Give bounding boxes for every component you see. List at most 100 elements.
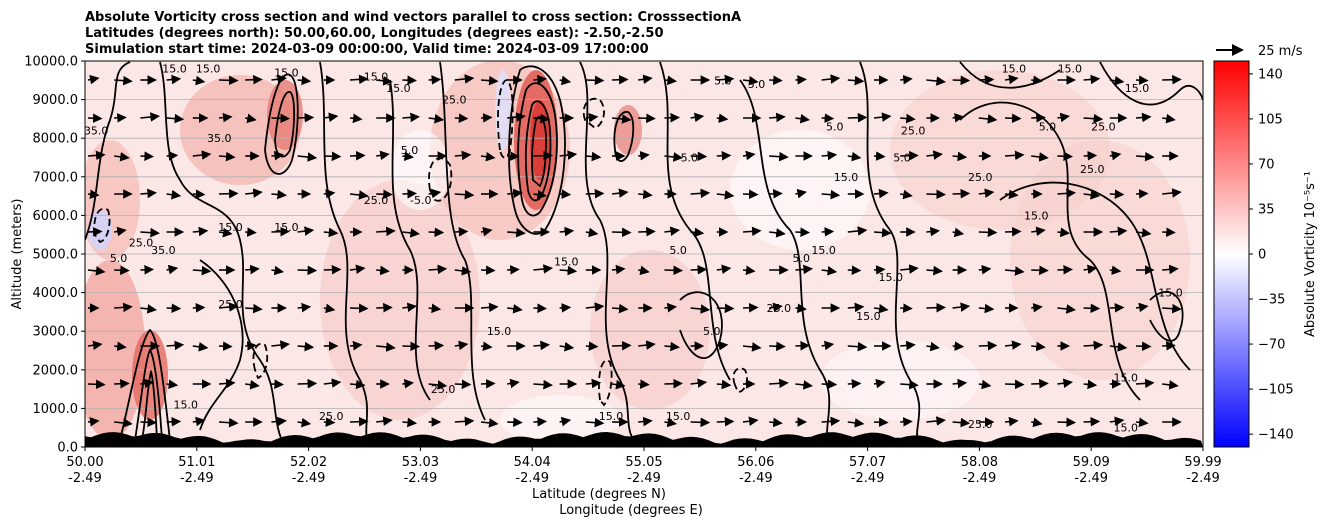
wind-vector (690, 304, 711, 314)
wind-vector (323, 227, 339, 238)
wind-vector (87, 74, 100, 85)
contour-label: 25.0 (364, 194, 389, 207)
contour-line (85, 61, 131, 241)
wind-vector (349, 74, 369, 85)
x-tick-label-latitude: 51.01 (178, 455, 215, 470)
wind-vector (690, 227, 705, 238)
wind-vector (1109, 150, 1122, 161)
wind-vector (1031, 417, 1043, 428)
wind-vector (795, 75, 807, 85)
wind-vector (900, 264, 919, 274)
wind-vector (1135, 228, 1152, 238)
wind-vector (821, 379, 838, 390)
wind-vector (821, 416, 841, 427)
wind-vector (454, 189, 475, 200)
wind-vector (873, 378, 886, 389)
contour-label: 25.0 (968, 171, 993, 184)
wind-vector (192, 342, 209, 352)
wind-vector (926, 302, 946, 313)
y-axis-label: Altitude (meters) (10, 199, 25, 310)
x-tick-label-latitude: 52.02 (290, 455, 327, 470)
wind-vector (559, 189, 572, 199)
wind-vector (559, 341, 575, 352)
wind-vector (926, 265, 943, 276)
wind-vector (900, 340, 916, 351)
wind-vector (716, 190, 735, 200)
wind-vector (559, 150, 578, 160)
wind-vector (978, 227, 998, 238)
wind-vector (664, 341, 680, 352)
wind-vector (349, 379, 366, 390)
wind-vector (323, 417, 336, 427)
wind-vector (140, 378, 154, 389)
wind-vector (114, 152, 130, 162)
wind-vector (533, 74, 547, 85)
wind-vector (664, 378, 683, 389)
wind-vector (795, 380, 813, 390)
contour-label: 15.0 (554, 256, 579, 269)
wind-vector (402, 228, 420, 238)
wind-vector (1004, 340, 1022, 350)
wind-vector (1083, 151, 1098, 161)
shading-region (1010, 140, 1190, 380)
wind-vector (480, 341, 493, 352)
contour-label: 15.0 (834, 171, 859, 184)
contour-label: 5.0 (669, 244, 687, 257)
wind-vectors (87, 74, 1182, 428)
wind-vector (847, 112, 868, 123)
wind-vector (716, 340, 729, 351)
wind-vector (114, 418, 133, 428)
wind-vector (271, 74, 287, 84)
wind-vector (140, 265, 154, 275)
wind-vector (349, 303, 369, 314)
x-tick-label-latitude: 54.04 (514, 455, 551, 470)
colorbar-tick-label: 140 (1258, 67, 1283, 82)
wind-vector (271, 150, 284, 161)
wind-vector (1031, 378, 1049, 389)
x-axis-label-latitude: Latitude (degrees N) (532, 487, 666, 502)
wind-vector (559, 75, 572, 86)
contour-label: 35.0 (84, 124, 109, 137)
wind-vector (978, 303, 995, 314)
wind-vector (1057, 151, 1073, 162)
wind-vector (952, 417, 971, 428)
wind-vector (952, 378, 968, 389)
wind-vector (428, 340, 445, 351)
wind-vector (480, 302, 499, 313)
wind-vector (533, 264, 553, 274)
wind-vector (1057, 227, 1070, 238)
contour-label: 25.0 (1091, 121, 1116, 134)
wind-vector (428, 303, 442, 314)
wind-vector (323, 151, 342, 162)
wind-vector (847, 75, 865, 86)
contour-line (1149, 291, 1184, 342)
wind-vector (900, 189, 913, 200)
wind-vector (611, 74, 629, 85)
wind-vector (428, 114, 445, 124)
colorbar-gradient (1213, 60, 1250, 448)
wind-vector (559, 226, 575, 237)
wind-vector (349, 416, 369, 427)
contour-line (119, 328, 171, 441)
contour-label: -5.0 (410, 194, 431, 207)
wind-vector (140, 112, 160, 122)
wind-vector (1162, 341, 1176, 351)
wind-vector (664, 112, 680, 123)
wind-vector (1135, 151, 1155, 162)
wind-vector (1083, 340, 1104, 351)
wind-vector (795, 264, 813, 275)
wind-vector (140, 151, 154, 161)
x-tick-label-latitude: 56.06 (737, 455, 774, 470)
wind-vector (1109, 416, 1125, 427)
wind-vector (638, 113, 656, 124)
wind-vector (349, 150, 366, 161)
contour-label: 5.0 (792, 252, 810, 265)
shading-region (820, 340, 980, 420)
wind-vector (245, 227, 257, 237)
wind-vector (1162, 74, 1182, 85)
contour-line (134, 348, 163, 441)
wind-vector (978, 264, 992, 275)
wind-vector (218, 151, 236, 162)
wind-vector (638, 340, 656, 350)
